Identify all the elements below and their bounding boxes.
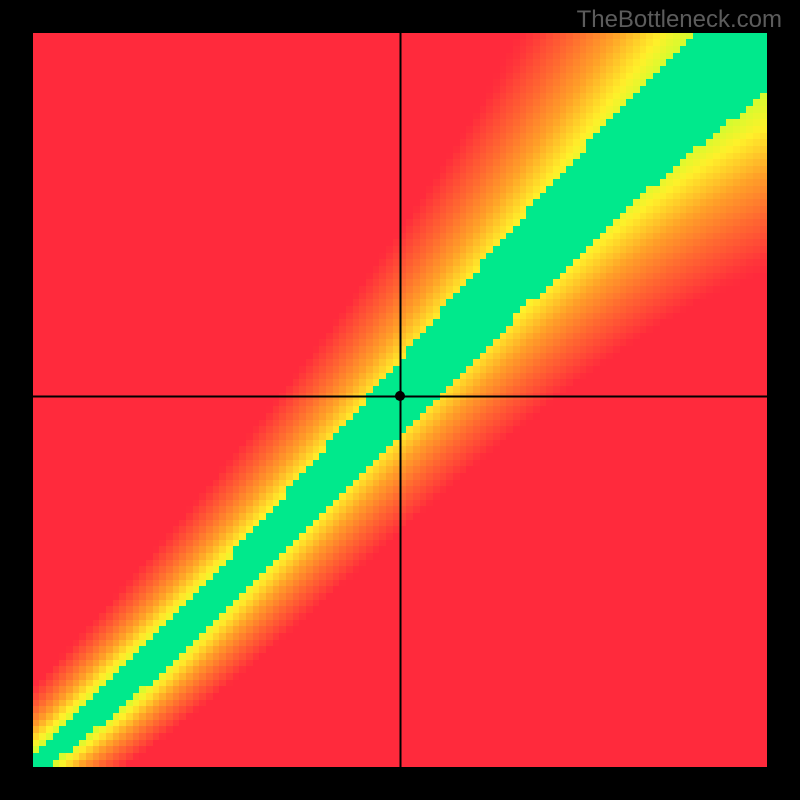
chart-frame: TheBottleneck.com [0,0,800,800]
bottleneck-heatmap [33,33,767,767]
watermark-text: TheBottleneck.com [577,6,782,34]
